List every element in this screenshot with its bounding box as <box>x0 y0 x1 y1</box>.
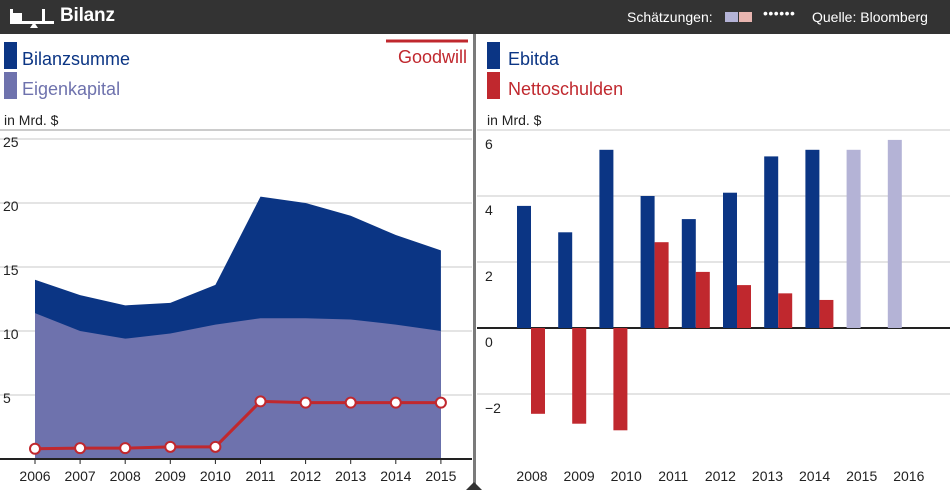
estimate-dots: •••••• <box>763 5 796 21</box>
x-tick-label-2013: 2013 <box>752 468 783 484</box>
goodwill-point-2008 <box>119 442 132 455</box>
goodwill-point-2015 <box>434 396 447 409</box>
y-tick-label-20: 20 <box>3 198 19 214</box>
x-tick-label-2010: 2010 <box>200 468 231 484</box>
x-tick-label-2008: 2008 <box>110 468 141 484</box>
unit-label-left: in Mrd. $ <box>4 112 59 128</box>
ebitda-bar-chart: Ebitda Nettoschulden in Mrd. $ −2 0 2 4 6 2008 20… <box>477 42 950 484</box>
x-tick-label-2010: 2010 <box>611 468 642 484</box>
y-tick-label-4: 4 <box>485 202 493 218</box>
goodwill-point-2012 <box>299 396 312 409</box>
x-tick-label-2015: 2015 <box>846 468 877 484</box>
line-goodwill <box>34 399 441 451</box>
bar-nettoschulden-6 <box>778 293 793 328</box>
x-tick-label-2008: 2008 <box>516 468 547 484</box>
legend-swatch-eigenkapital <box>4 72 17 99</box>
goodwill-point-2009 <box>164 440 177 453</box>
x-tick-label-2014: 2014 <box>799 468 830 484</box>
area-eigenkapital <box>35 313 441 459</box>
y-tick-label-6: 6 <box>485 136 493 152</box>
x-tick-label-2009: 2009 <box>564 468 595 484</box>
goodwill-point-2014 <box>389 396 402 409</box>
header-bar: Bilanz Schätzungen: •••••• Quelle: Bloom… <box>0 0 950 34</box>
y-tick-label-0: 0 <box>485 334 493 350</box>
divider-marker <box>466 482 482 490</box>
bar-ebitda-0 <box>517 205 531 328</box>
legend-label-ebitda: Ebitda <box>508 49 560 69</box>
bar-ebitda-4 <box>681 219 696 328</box>
bar-nettoschulden-5 <box>737 285 751 328</box>
panel-divider <box>473 34 476 490</box>
legend-label-eigenkapital: Eigenkapital <box>22 79 120 99</box>
bar-ebitda-8 <box>846 149 861 328</box>
x-tick-label-2014: 2014 <box>380 468 411 484</box>
goodwill-point-2007 <box>74 442 87 455</box>
bar-nettoschulden-2 <box>613 328 628 431</box>
bar-nettoschulden-7 <box>819 299 834 328</box>
bar-ebitda-1 <box>558 232 573 328</box>
y-tick-label-25: 25 <box>3 134 19 150</box>
legend-label-goodwill: Goodwill <box>398 47 467 67</box>
unit-label-right: in Mrd. $ <box>487 112 542 128</box>
x-tick-label-2011: 2011 <box>658 468 688 484</box>
estimate-swatch-red <box>739 12 752 22</box>
x-tick-label-2006: 2006 <box>19 468 50 484</box>
x-tick-label-2012: 2012 <box>705 468 736 484</box>
chart-title: Bilanz <box>60 5 115 26</box>
legend-swatch-bilanzsumme <box>4 42 17 69</box>
legend-swatch-nettoschulden <box>487 72 500 99</box>
goodwill-point-2011 <box>254 395 267 408</box>
source-label: Quelle: Bloomberg <box>812 9 928 25</box>
estimate-swatch-blue <box>725 12 738 22</box>
bar-nettoschulden-3 <box>654 242 669 328</box>
bar-ebitda-2 <box>599 149 614 328</box>
bar-ebitda-7 <box>805 149 820 328</box>
bar-nettoschulden-0 <box>531 328 545 414</box>
legend-swatch-ebitda <box>487 42 500 69</box>
goodwill-point-2010 <box>209 440 222 453</box>
goodwill-point-2013 <box>344 396 357 409</box>
legend-label-nettoschulden: Nettoschulden <box>508 79 623 99</box>
x-tick-label-2016: 2016 <box>893 468 924 484</box>
x-tick-label-2012: 2012 <box>290 468 321 484</box>
bar-ebitda-9 <box>887 139 902 328</box>
bar-nettoschulden-1 <box>572 328 587 424</box>
bar-ebitda-6 <box>764 156 779 328</box>
x-tick-label-2011: 2011 <box>245 468 275 484</box>
estimates-label: Schätzungen: <box>627 9 713 25</box>
bar-ebitda-3 <box>640 196 655 328</box>
y-tick-label-15: 15 <box>3 262 19 278</box>
x-tick-label-2009: 2009 <box>155 468 186 484</box>
y-tick-label-2: 2 <box>485 268 493 284</box>
bar-ebitda-5 <box>723 192 737 328</box>
x-tick-label-2007: 2007 <box>65 468 96 484</box>
x-tick-label-2015: 2015 <box>425 468 456 484</box>
y-tick-label-5: 5 <box>3 390 11 406</box>
bilanz-area-chart: Bilanzsumme Eigenkapital Goodwill in Mrd. $… <box>0 39 472 484</box>
y-tick-label--2: −2 <box>485 400 501 416</box>
bar-nettoschulden-4 <box>695 271 710 328</box>
y-tick-label-10: 10 <box>3 326 19 342</box>
x-tick-label-2013: 2013 <box>335 468 366 484</box>
goodwill-point-2006 <box>29 442 41 455</box>
balance-scale-icon <box>10 9 54 28</box>
legend-label-bilanzsumme: Bilanzsumme <box>22 49 130 69</box>
